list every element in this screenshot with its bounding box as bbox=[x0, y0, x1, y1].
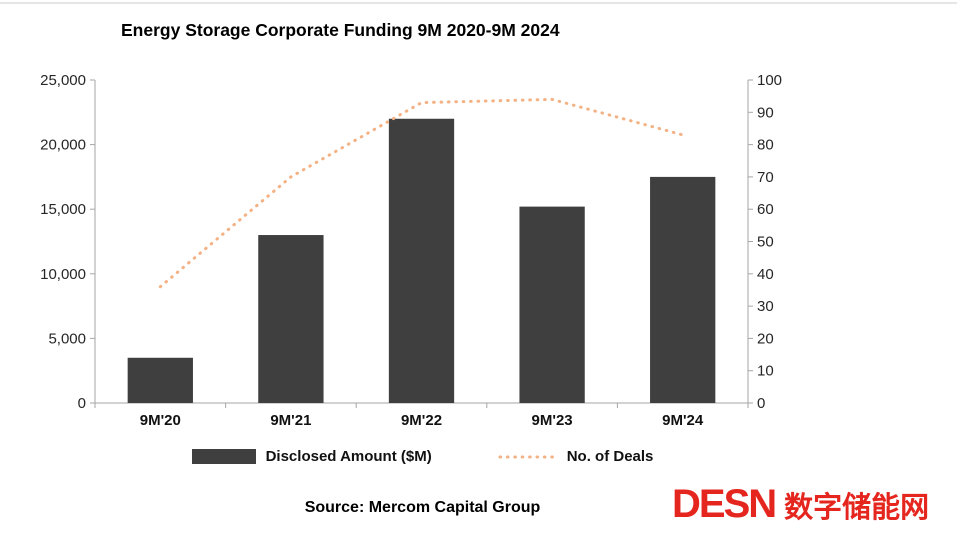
chart-title: Energy Storage Corporate Funding 9M 2020… bbox=[121, 20, 560, 40]
svg-text:15,000: 15,000 bbox=[40, 201, 86, 218]
svg-text:0: 0 bbox=[757, 395, 765, 412]
svg-text:20: 20 bbox=[757, 330, 774, 347]
desn-logo-chinese-name: 数字储能网 bbox=[784, 492, 930, 524]
svg-text:20,000: 20,000 bbox=[40, 137, 86, 154]
svg-text:80: 80 bbox=[757, 137, 774, 154]
svg-text:60: 60 bbox=[757, 201, 774, 218]
svg-text:0: 0 bbox=[78, 395, 86, 412]
svg-text:10: 10 bbox=[757, 363, 774, 380]
svg-text:90: 90 bbox=[757, 104, 774, 121]
svg-text:10,000: 10,000 bbox=[40, 266, 86, 283]
svg-text:9M'23: 9M'23 bbox=[532, 412, 573, 429]
desn-logo-wordmark: DESN bbox=[672, 482, 777, 526]
svg-text:50: 50 bbox=[757, 234, 774, 251]
dotted-line-swatch bbox=[498, 455, 556, 459]
chart-canvas: 0 5,000 10,000 15,000 20,000 25,000 0 10 20 30 40 5… bbox=[40, 72, 782, 429]
svg-text:100: 100 bbox=[757, 72, 782, 89]
svg-text:40: 40 bbox=[757, 266, 774, 283]
svg-text:5,000: 5,000 bbox=[48, 330, 86, 347]
top-divider bbox=[0, 2, 957, 4]
svg-text:9M'24: 9M'24 bbox=[662, 412, 704, 429]
svg-text:70: 70 bbox=[757, 169, 774, 186]
legend-item-no-of-deals: No. of Deals bbox=[497, 448, 654, 465]
bar-color-swatch bbox=[191, 449, 256, 464]
svg-text:9M'21: 9M'21 bbox=[270, 412, 311, 429]
desn-logo: DESN 数字储能网 bbox=[672, 484, 952, 524]
source-text: Source: Mercom Capital Group bbox=[304, 499, 541, 516]
svg-text:30: 30 bbox=[757, 298, 774, 315]
chart-legend: Disclosed Amount ($M) No. of Deals bbox=[95, 448, 750, 465]
legend-label-no-of-deals: No. of Deals bbox=[566, 448, 654, 465]
svg-text:25,000: 25,000 bbox=[40, 72, 86, 89]
svg-text:9M'22: 9M'22 bbox=[401, 412, 442, 429]
legend-label-disclosed-amount: Disclosed Amount ($M) bbox=[265, 448, 432, 465]
legend-item-disclosed-amount: Disclosed Amount ($M) bbox=[191, 448, 432, 465]
svg-text:9M'20: 9M'20 bbox=[140, 412, 181, 429]
